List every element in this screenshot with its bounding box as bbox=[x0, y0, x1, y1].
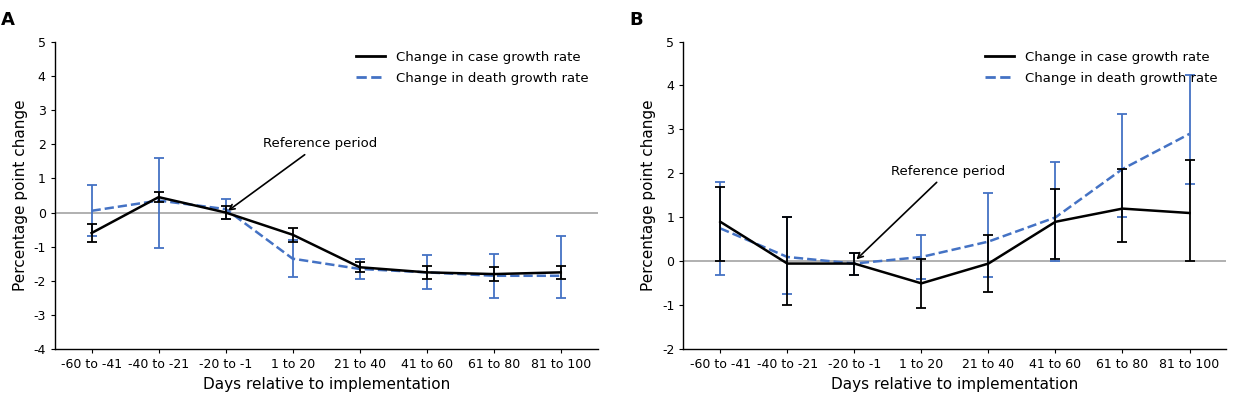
Legend: Change in case growth rate, Change in death growth rate: Change in case growth rate, Change in de… bbox=[979, 46, 1222, 90]
Text: B: B bbox=[629, 11, 643, 29]
Text: Reference period: Reference period bbox=[858, 165, 1005, 258]
Text: A: A bbox=[0, 11, 15, 29]
Y-axis label: Percentage point change: Percentage point change bbox=[12, 100, 27, 291]
X-axis label: Days relative to implementation: Days relative to implementation bbox=[831, 377, 1078, 392]
Text: Reference period: Reference period bbox=[229, 137, 376, 210]
X-axis label: Days relative to implementation: Days relative to implementation bbox=[203, 377, 449, 392]
Legend: Change in case growth rate, Change in death growth rate: Change in case growth rate, Change in de… bbox=[350, 46, 594, 90]
Y-axis label: Percentage point change: Percentage point change bbox=[641, 100, 656, 291]
